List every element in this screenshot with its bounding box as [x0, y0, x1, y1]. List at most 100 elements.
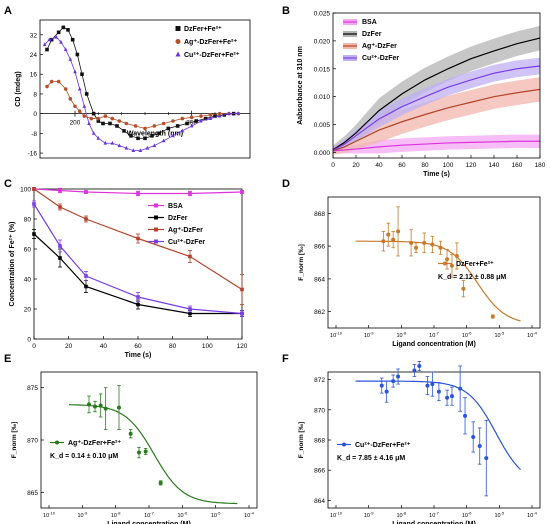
- tick-exponent: -5: [217, 511, 221, 516]
- x-tick-label: 80: [169, 343, 177, 350]
- tick-exponent: -10: [336, 511, 343, 516]
- y-tick-label: 866: [314, 244, 325, 251]
- data-point: [93, 404, 97, 409]
- y-tick-label: 865: [27, 490, 38, 497]
- data-point: [96, 119, 101, 123]
- series-line: [33, 188, 243, 291]
- data-point: [454, 253, 459, 258]
- data-point: [75, 52, 80, 57]
- data-point: [171, 119, 175, 123]
- data-point: [136, 295, 140, 299]
- data-point: [54, 34, 59, 39]
- data-point: [213, 114, 217, 118]
- y-axis-label: F_norm [‰]: [298, 244, 305, 280]
- panel-label-C: C: [4, 178, 12, 190]
- data-point: [87, 402, 91, 407]
- data-point: [189, 115, 194, 120]
- data-point: [185, 121, 189, 126]
- tick-base: 10: [494, 513, 500, 519]
- data-point: [84, 190, 88, 194]
- legend-marker: [154, 239, 158, 244]
- y-tick-label: 32: [30, 32, 38, 39]
- data-point: [208, 116, 213, 121]
- data-point: [103, 114, 108, 118]
- data-point: [136, 236, 140, 241]
- data-point: [77, 86, 82, 91]
- data-point: [152, 143, 157, 148]
- tick-base: 10: [364, 513, 370, 519]
- data-point: [422, 240, 427, 245]
- tick-base: 10: [462, 513, 468, 519]
- x-axis-label: Ligand concentration (M): [107, 521, 191, 524]
- tick-exponent: -4: [533, 331, 537, 336]
- data-point: [171, 133, 175, 138]
- tick-exponent: -7: [435, 511, 439, 516]
- y-axis-label: F_norm [‰]: [298, 422, 305, 458]
- data-point: [412, 368, 417, 373]
- series-0: [45, 25, 236, 141]
- data-point: [396, 229, 401, 234]
- data-point: [458, 386, 463, 391]
- panel-label-D: D: [282, 178, 290, 190]
- series-line-1: [332, 37, 541, 151]
- x-tick-label: 120: [466, 162, 477, 169]
- x-tick-label: 10-6: [462, 331, 472, 340]
- data-point: [217, 113, 222, 118]
- data-point: [108, 121, 112, 126]
- y-tick-label: 20: [24, 307, 32, 314]
- y-tick-label: 864: [314, 498, 325, 505]
- y-tick-label: 0.010: [314, 94, 331, 101]
- tick-exponent: -8: [403, 331, 407, 336]
- tick-base: 10: [144, 513, 150, 519]
- tick-exponent: -7: [435, 331, 439, 336]
- data-point: [477, 444, 482, 449]
- data-point: [61, 25, 66, 30]
- tick-base: 10: [527, 513, 533, 519]
- y-tick-label: 24: [30, 52, 38, 59]
- data-point: [396, 374, 401, 379]
- x-tick-label: 40: [375, 162, 383, 169]
- tick-exponent: -6: [468, 331, 472, 336]
- data-point: [161, 121, 166, 126]
- data-point: [236, 111, 241, 116]
- y-axis-label: F_norm [‰]: [11, 422, 18, 458]
- legend-label: DzFer: [168, 215, 188, 222]
- x-tick-label: 10-10: [330, 511, 343, 520]
- data-point: [91, 131, 96, 135]
- legend-label: Ag⁺-DzFer+Fe²⁺: [184, 39, 237, 46]
- x-axis-label: Time (s): [423, 171, 450, 178]
- data-point: [449, 263, 454, 268]
- chart-c: 0 20 40 60 80 100 0 20 40 60 80 100 120 Time (s) Conce…: [9, 187, 248, 360]
- data-point: [449, 394, 454, 399]
- tick-base: 10: [429, 513, 435, 519]
- x-tick-label: 20: [352, 162, 360, 169]
- data-point: [63, 47, 68, 52]
- legend-label: DzFer+Fe²⁺: [184, 26, 222, 33]
- data-point: [143, 136, 147, 141]
- data-point: [129, 134, 133, 138]
- series-line: [33, 203, 243, 315]
- data-point: [89, 116, 94, 121]
- tick-base: 10: [396, 333, 402, 339]
- y-tick-label: 875: [27, 385, 38, 392]
- data-point: [84, 217, 88, 221]
- y-tick-label: 868: [314, 211, 325, 218]
- x-tick-label: 100: [443, 162, 454, 169]
- series-line-2: [332, 88, 541, 152]
- data-point: [87, 121, 91, 125]
- data-point: [49, 37, 54, 42]
- tick-base: 10: [211, 513, 217, 519]
- series-1: [45, 79, 241, 131]
- data-point: [56, 30, 61, 35]
- legend-label: Cu²⁺-DzFer: [168, 239, 205, 246]
- data-point: [32, 232, 36, 236]
- data-point: [110, 116, 115, 121]
- x-tick-label: 10-5: [494, 511, 504, 520]
- legend-marker: [175, 51, 181, 57]
- data-point: [143, 126, 147, 131]
- data-point: [96, 116, 101, 121]
- legend-label: Cu²⁺-DzFer: [362, 55, 399, 62]
- data-point: [208, 113, 213, 117]
- data-point: [430, 382, 435, 387]
- data-point: [158, 480, 163, 485]
